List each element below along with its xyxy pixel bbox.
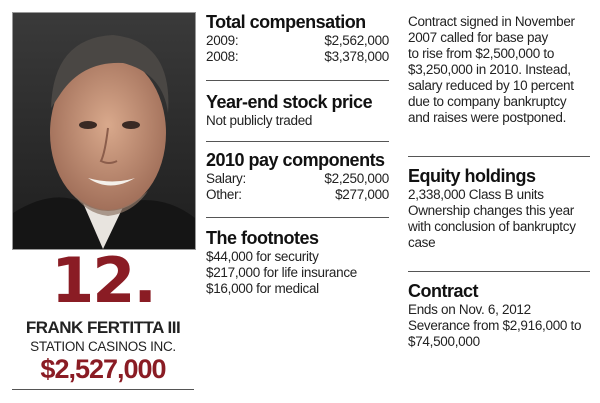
divider bbox=[408, 271, 590, 272]
equity-line: 2,338,000 Class B units bbox=[408, 187, 544, 202]
section-heading: The footnotes bbox=[206, 228, 319, 248]
divider bbox=[408, 156, 590, 157]
note-line: salary reduced by 10 percent bbox=[408, 78, 574, 93]
note-line: to rise from $2,500,000 to bbox=[408, 46, 555, 61]
equity-line: Ownership changes this year bbox=[408, 203, 574, 218]
row-value: $3,378,000 bbox=[324, 49, 389, 64]
portrait-photo bbox=[12, 12, 196, 250]
section-heading: Equity holdings bbox=[408, 166, 536, 186]
section-heading: Year-end stock price bbox=[206, 92, 373, 112]
divider bbox=[206, 141, 389, 142]
section-heading: Contract bbox=[408, 281, 479, 301]
row-label: Other: bbox=[206, 187, 242, 202]
equity-line: case bbox=[408, 235, 436, 250]
portrait-image bbox=[13, 13, 195, 249]
note-line: 2007 called for base pay bbox=[408, 30, 548, 45]
note-line: $3,250,000 in 2010. Instead, bbox=[408, 62, 571, 77]
equity-line: with conclusion of bankruptcy bbox=[408, 219, 576, 234]
contract-note-section: Contract signed in November 2007 called … bbox=[408, 14, 590, 126]
note-line: Contract signed in November bbox=[408, 14, 575, 29]
note-line: due to company bankruptcy bbox=[408, 94, 567, 109]
row-label: Salary: bbox=[206, 171, 246, 186]
pay-row-other: Other: $277,000 bbox=[206, 187, 389, 203]
section-heading: 2010 pay components bbox=[206, 150, 385, 170]
section-heading: Total compensation bbox=[206, 12, 366, 32]
total-pay: $2,527,000 bbox=[40, 354, 166, 384]
total-compensation-section: Total compensation 2009: $2,562,000 2008… bbox=[206, 12, 389, 65]
executive-name: FRANK FERTITTA III bbox=[25, 318, 181, 337]
contract-line: $74,500,000 bbox=[408, 334, 480, 349]
company-name: STATION CASINOS INC. bbox=[30, 339, 176, 354]
row-value: $277,000 bbox=[335, 187, 389, 202]
row-label: 2009: bbox=[206, 33, 239, 48]
comp-row-2009: 2009: $2,562,000 bbox=[206, 33, 389, 49]
footnote-line: $44,000 for security bbox=[206, 249, 319, 264]
footnote-line: $217,000 for life insurance bbox=[206, 265, 358, 280]
divider bbox=[12, 389, 194, 390]
note-line: and raises were postponed. bbox=[408, 110, 567, 125]
stock-price-section: Year-end stock price Not publicly traded bbox=[206, 92, 389, 129]
row-value: $2,562,000 bbox=[324, 33, 389, 48]
comp-row-2008: 2008: $3,378,000 bbox=[206, 49, 389, 65]
row-label: 2008: bbox=[206, 49, 239, 64]
footnotes-section: The footnotes $44,000 for security $217,… bbox=[206, 228, 389, 297]
row-value: $2,250,000 bbox=[324, 171, 389, 186]
contract-line: Severance from $2,916,000 to bbox=[408, 318, 582, 333]
pay-row-salary: Salary: $2,250,000 bbox=[206, 171, 389, 187]
pay-components-section: 2010 pay components Salary: $2,250,000 O… bbox=[206, 150, 389, 203]
section-text: Not publicly traded bbox=[206, 113, 313, 128]
contract-line: Ends on Nov. 6, 2012 bbox=[408, 302, 531, 317]
rank-number: 12. bbox=[51, 244, 157, 317]
footnote-line: $16,000 for medical bbox=[206, 281, 319, 296]
divider bbox=[206, 80, 389, 81]
contract-section: Contract Ends on Nov. 6, 2012 Severance … bbox=[408, 281, 590, 350]
divider bbox=[206, 217, 389, 218]
equity-section: Equity holdings 2,338,000 Class B units … bbox=[408, 166, 590, 251]
